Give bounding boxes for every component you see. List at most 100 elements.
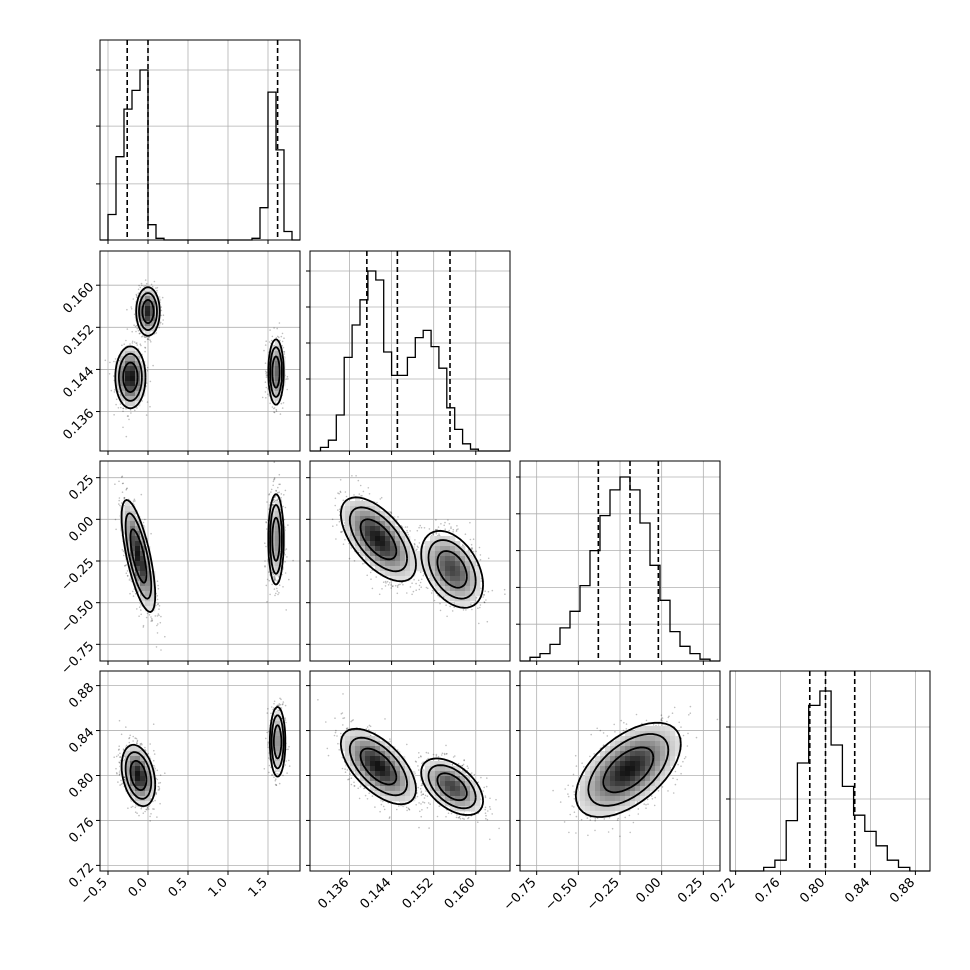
sample-point	[261, 396, 264, 399]
sample-point	[272, 480, 275, 483]
sample-point	[376, 501, 378, 504]
sample-point	[145, 616, 148, 619]
sample-point	[274, 401, 277, 403]
sample-point	[445, 604, 447, 606]
sample-point	[417, 579, 420, 582]
density-cell	[135, 551, 141, 557]
sample-point	[121, 491, 124, 493]
sample-point	[279, 413, 282, 415]
sample-point	[140, 609, 142, 611]
sample-point	[123, 343, 125, 345]
sample-point	[156, 289, 158, 292]
sample-point	[113, 391, 116, 393]
sample-point	[156, 632, 159, 634]
sample-point	[282, 402, 285, 404]
sample-point	[125, 435, 128, 438]
sample-point	[351, 475, 353, 477]
sample-point	[157, 587, 160, 590]
sample-point	[275, 489, 277, 492]
sample-point	[418, 584, 421, 587]
sample-point	[368, 493, 371, 495]
sample-point	[275, 408, 278, 411]
sample-point	[125, 488, 128, 490]
sample-point	[158, 326, 160, 329]
sample-point	[138, 606, 141, 608]
sample-point	[157, 584, 159, 587]
sample-point	[266, 578, 269, 581]
sample-point	[122, 407, 125, 410]
sample-point	[135, 296, 138, 298]
sample-point	[147, 338, 149, 340]
sample-point	[121, 344, 123, 347]
sample-point	[381, 588, 383, 590]
tick-label-y: 0.136	[60, 406, 97, 443]
sample-point	[382, 581, 385, 583]
density-cell	[145, 316, 151, 322]
sample-point	[128, 579, 131, 581]
density-cell	[125, 371, 131, 377]
sample-point	[345, 495, 348, 498]
sample-point	[265, 386, 268, 389]
sample-point	[266, 501, 268, 503]
sample-point	[131, 330, 133, 333]
sample-point	[337, 509, 339, 511]
sample-point	[281, 332, 284, 335]
sample-point	[122, 554, 125, 557]
sample-point	[283, 337, 285, 339]
sample-point	[138, 284, 140, 287]
sample-point	[113, 360, 115, 363]
sample-point	[108, 373, 111, 375]
sample-point	[265, 545, 267, 548]
sample-point	[141, 400, 143, 402]
sample-point	[133, 498, 136, 501]
sample-point	[391, 585, 394, 588]
sample-point	[134, 500, 136, 502]
sample-point	[384, 585, 387, 587]
sample-point	[273, 501, 275, 504]
sample-point	[135, 293, 138, 296]
sample-point	[287, 378, 289, 380]
sample-point	[130, 308, 133, 310]
panel-frame	[99, 39, 301, 241]
sample-point	[342, 543, 345, 545]
sample-point	[144, 350, 146, 353]
tick-label-y: −0.75	[59, 639, 98, 678]
sample-point	[277, 486, 279, 489]
sample-point	[114, 358, 117, 360]
sample-point	[160, 649, 162, 651]
panel-2-1	[306, 460, 511, 665]
sample-point	[334, 504, 336, 507]
density-cell	[125, 381, 131, 387]
sample-point	[135, 330, 137, 333]
sample-point	[334, 497, 337, 500]
sample-point	[332, 525, 334, 527]
sample-point	[277, 593, 279, 596]
sample-point	[113, 414, 115, 416]
tick-label-y: −0.50	[59, 597, 98, 636]
sample-point	[265, 376, 268, 378]
sample-point	[265, 584, 268, 587]
sample-point	[115, 403, 117, 406]
sample-point	[418, 588, 421, 591]
sample-point	[137, 288, 140, 291]
sample-point	[142, 521, 145, 524]
sample-point	[272, 407, 275, 410]
sample-point	[158, 608, 160, 610]
sample-point	[389, 582, 391, 584]
sample-point	[265, 340, 267, 342]
sample-point	[151, 617, 153, 620]
sample-point	[109, 361, 111, 364]
sample-point	[156, 603, 159, 606]
sample-point	[270, 491, 272, 493]
sample-point	[150, 532, 152, 535]
sample-point	[129, 592, 131, 595]
sample-point	[121, 549, 124, 551]
sample-point	[285, 609, 287, 611]
sample-point	[125, 408, 127, 410]
sample-point	[164, 635, 166, 638]
density-cell	[125, 376, 131, 382]
sample-point	[140, 344, 142, 347]
sample-point	[129, 343, 131, 345]
sample-point	[404, 526, 407, 528]
